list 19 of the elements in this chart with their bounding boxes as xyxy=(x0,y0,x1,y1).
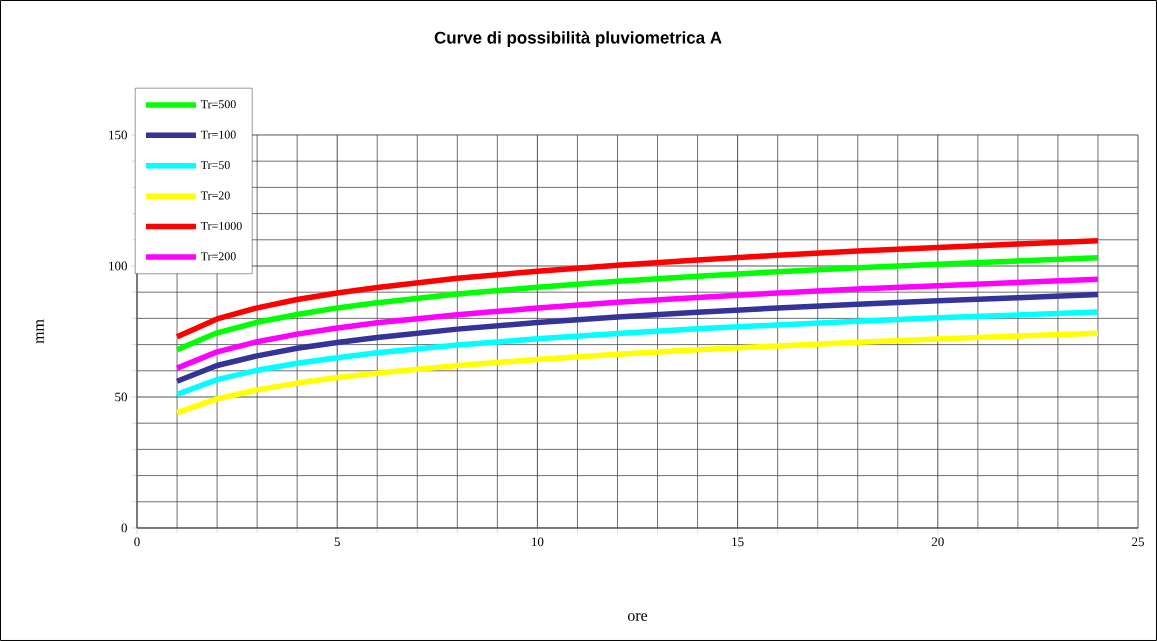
x-tick-label: 10 xyxy=(532,537,544,547)
x-tick-label: 25 xyxy=(1132,537,1144,547)
legend-label: Tr=200 xyxy=(200,252,236,261)
y-tick-label: 100 xyxy=(109,261,127,271)
legend-label: Tr=50 xyxy=(200,161,230,170)
x-tick-label: 20 xyxy=(931,537,944,547)
y-tick-label: 50 xyxy=(115,392,127,402)
legend-label: Tr=1000 xyxy=(200,221,242,230)
x-tick-label: 0 xyxy=(134,537,140,547)
y-tick-label: 150 xyxy=(109,130,127,140)
legend-label: Tr=500 xyxy=(200,100,236,109)
x-tick-label: 15 xyxy=(732,537,744,547)
chart-title: Curve di possibilità pluviometrica A xyxy=(434,31,722,47)
x-axis-title: ore xyxy=(627,613,648,621)
legend-label: Tr=100 xyxy=(200,130,236,139)
x-tick-label: 5 xyxy=(334,537,340,547)
legend-label: Tr=20 xyxy=(200,191,230,200)
y-axis-title: mm xyxy=(36,319,44,344)
y-tick-label: 0 xyxy=(121,523,127,533)
